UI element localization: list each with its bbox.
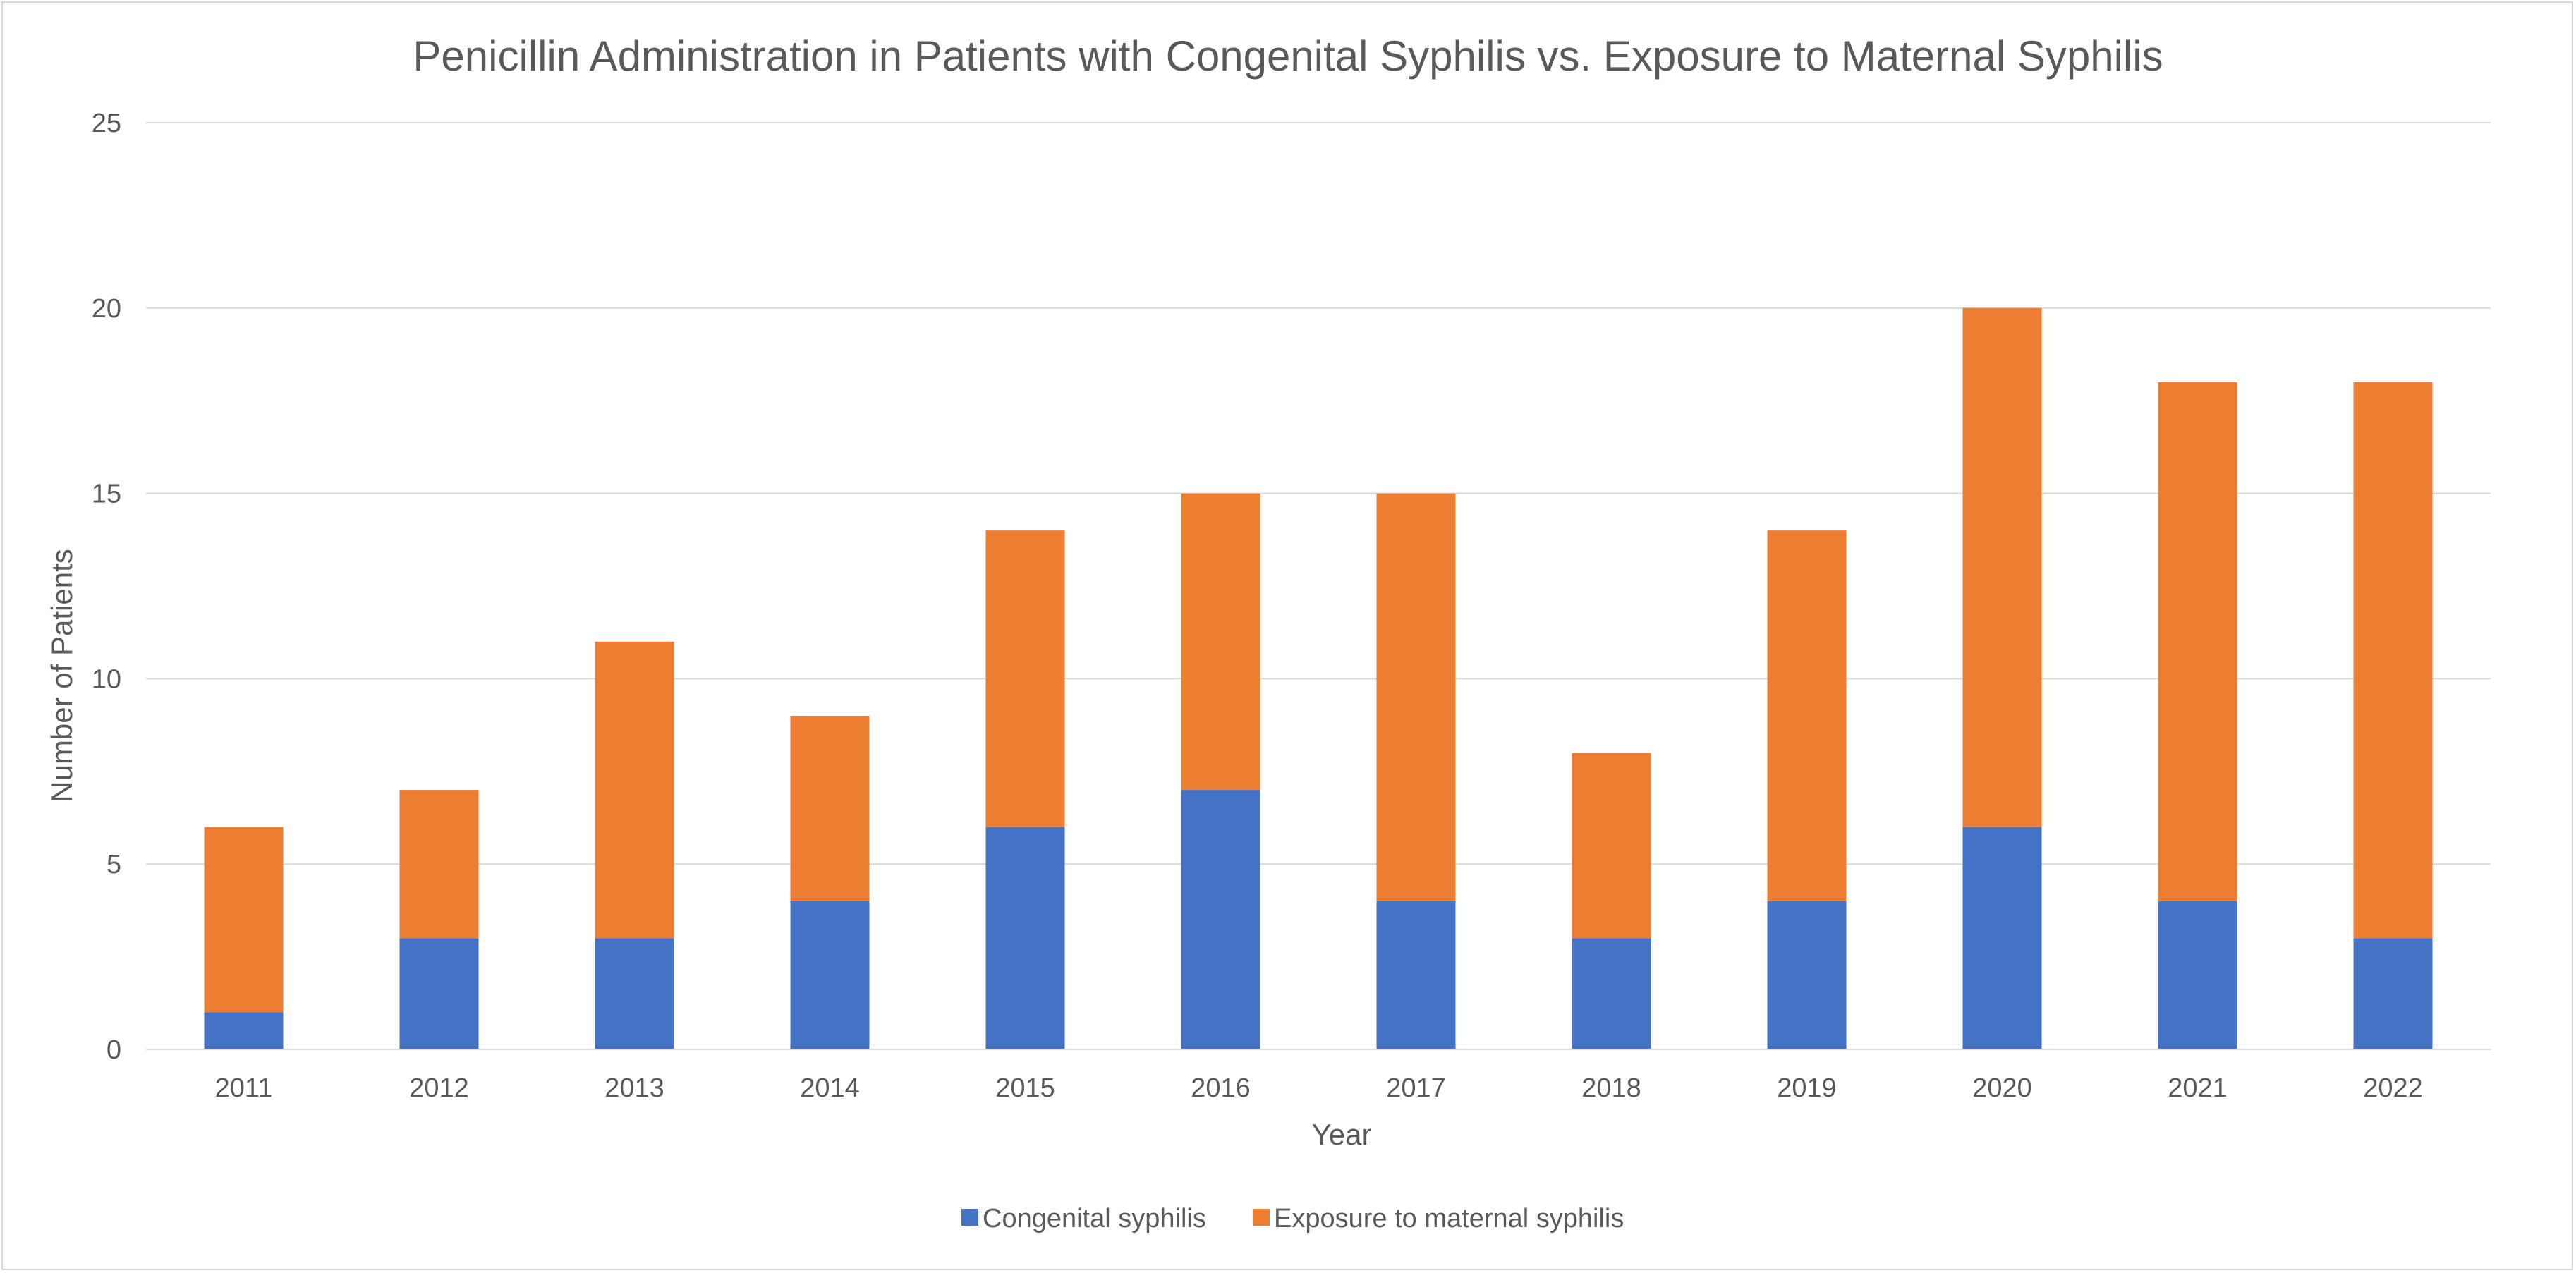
gridlines — [146, 122, 2491, 1050]
bar-congenital-syphilis — [1572, 938, 1651, 1049]
bar-exposure-maternal-syphilis — [1376, 493, 1456, 901]
bar-congenital-syphilis — [2353, 938, 2433, 1049]
y-tick-label: 20 — [92, 294, 121, 324]
x-tick-label: 2022 — [2363, 1073, 2423, 1103]
bar-congenital-syphilis — [1962, 827, 2042, 1049]
bar-congenital-syphilis — [1181, 790, 1260, 1049]
bar-congenital-syphilis — [2158, 901, 2237, 1049]
y-tick-label: 15 — [92, 480, 121, 509]
x-tick-label: 2018 — [1581, 1073, 1641, 1103]
bar-exposure-maternal-syphilis — [790, 715, 870, 901]
x-tick-label: 2014 — [800, 1073, 860, 1103]
bar-congenital-syphilis — [790, 901, 870, 1049]
bar-exposure-maternal-syphilis — [1572, 753, 1651, 939]
y-tick-label: 25 — [92, 109, 121, 138]
bar-exposure-maternal-syphilis — [1962, 307, 2042, 827]
bar-exposure-maternal-syphilis — [595, 641, 674, 939]
bar-congenital-syphilis — [595, 938, 674, 1049]
x-tick-label: 2012 — [409, 1073, 469, 1103]
y-tick-label: 0 — [107, 1035, 121, 1065]
y-tick-label: 5 — [107, 850, 121, 879]
bar-exposure-maternal-syphilis — [1767, 530, 1847, 901]
y-axis-label: Number of Patients — [45, 549, 78, 803]
x-tick-label: 2021 — [2168, 1073, 2228, 1103]
bar-congenital-syphilis — [204, 1012, 284, 1049]
bar-congenital-syphilis — [399, 938, 479, 1049]
legend-swatch — [1253, 1209, 1270, 1226]
bar-exposure-maternal-syphilis — [2158, 382, 2237, 901]
x-tick-label: 2020 — [1972, 1073, 2032, 1103]
legend-label: Exposure to maternal syphilis — [1274, 1204, 1624, 1234]
x-axis-ticks: 2011 2012 2013 2014 2015 2016 2017 2018 2019 2020… — [215, 1073, 2423, 1103]
bar-congenital-syphilis — [1376, 901, 1456, 1049]
x-tick-label: 2011 — [215, 1073, 273, 1103]
legend-swatch — [961, 1209, 978, 1226]
bar-congenital-syphilis — [1767, 901, 1847, 1049]
bar-exposure-maternal-syphilis — [204, 827, 284, 1013]
x-tick-label: 2013 — [604, 1073, 664, 1103]
x-tick-label: 2016 — [1191, 1073, 1251, 1103]
chart-title: Penicillin Administration in Patients wi… — [413, 32, 2163, 80]
bar-exposure-maternal-syphilis — [399, 790, 479, 939]
legend: Congenital syphilis Exposure to maternal … — [961, 1204, 1624, 1234]
x-tick-label: 2015 — [995, 1073, 1055, 1103]
bar-exposure-maternal-syphilis — [985, 530, 1065, 827]
legend-label: Congenital syphilis — [983, 1204, 1206, 1234]
x-tick-label: 2019 — [1777, 1073, 1837, 1103]
bar-congenital-syphilis — [985, 827, 1065, 1049]
y-tick-label: 10 — [92, 664, 121, 694]
bars — [146, 307, 2491, 1050]
bar-exposure-maternal-syphilis — [2353, 382, 2433, 939]
bar-exposure-maternal-syphilis — [1181, 493, 1260, 791]
y-axis-ticks: 0 5 10 15 20 25 — [92, 109, 121, 1065]
x-axis-label: Year — [1312, 1118, 1372, 1151]
x-tick-label: 2017 — [1386, 1073, 1446, 1103]
